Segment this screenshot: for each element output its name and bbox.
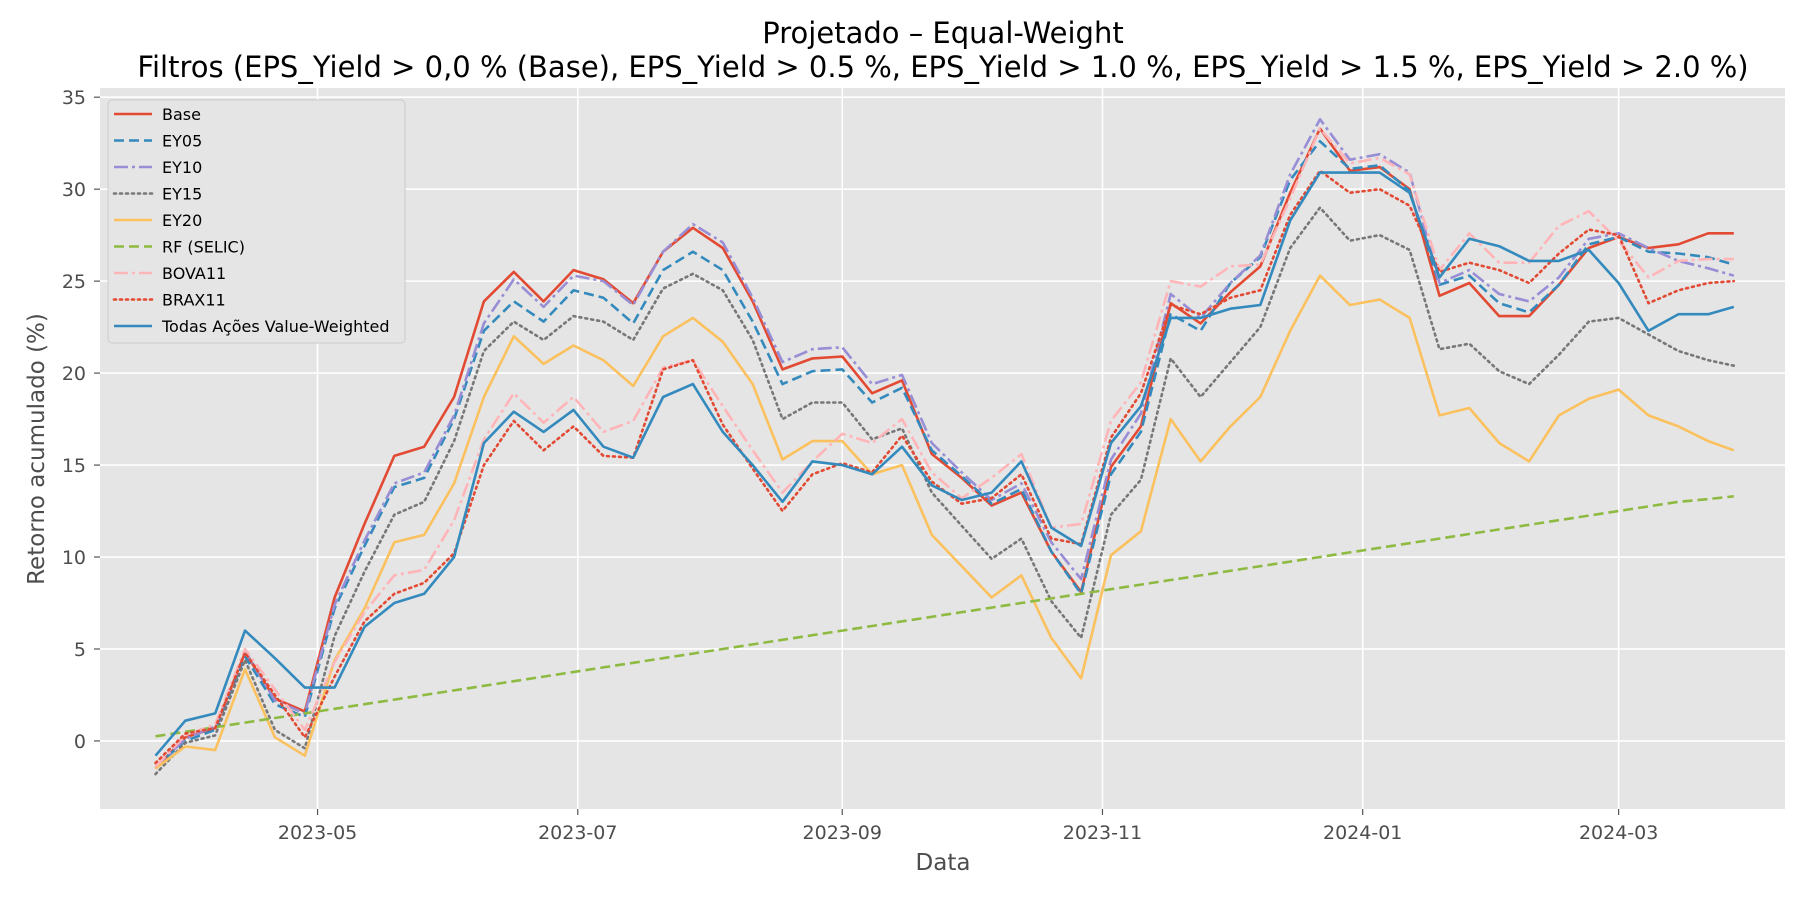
x-tick-label: 2023-11 <box>1063 822 1142 844</box>
x-tick-label: 2023-09 <box>803 822 882 844</box>
legend-label: Todas Ações Value-Weighted <box>161 317 390 336</box>
series-line-rf-selic <box>155 495 1734 738</box>
series-line-bova11 <box>154 127 1734 768</box>
y-tick-label: 35 <box>62 87 86 109</box>
x-tick-label: 2023-07 <box>538 822 617 844</box>
series-line-ey10 <box>154 118 1735 768</box>
y-tick-label: 5 <box>74 639 86 661</box>
y-tick-label: 20 <box>62 363 86 385</box>
y-tick-label: 0 <box>74 731 86 753</box>
legend-label: EY05 <box>162 132 202 151</box>
legend-box <box>107 99 406 344</box>
x-axis-label: Data <box>916 850 971 876</box>
x-axis-ticks: 2023-05 2023-07 2023-09 2023-11 2024-01 2024-… <box>278 809 1658 844</box>
y-axis-ticks: 0 5 10 15 20 25 30 35 <box>62 87 100 753</box>
legend-label: BOVA11 <box>162 264 226 283</box>
x-tick-label: 2024-01 <box>1323 822 1402 844</box>
series-line-ey05 <box>154 140 1735 768</box>
y-tick-label: 30 <box>62 179 86 201</box>
series-line-base <box>154 127 1734 770</box>
series-layer <box>154 118 1736 776</box>
y-axis-label: Retorno acumulado (%) <box>24 313 50 585</box>
legend-label: EY20 <box>162 211 202 230</box>
series-line-ey20 <box>154 274 1735 770</box>
x-tick-label: 2024-03 <box>1579 822 1658 844</box>
legend-label: BRAX11 <box>162 291 226 310</box>
legend-label: EY10 <box>162 158 202 177</box>
y-tick-label: 25 <box>62 271 86 293</box>
series-line-todas-a-es-value-weighted <box>154 171 1735 757</box>
x-tick-label: 2023-05 <box>278 822 357 844</box>
legend-label: RF (SELIC) <box>162 238 245 257</box>
legend-label: EY15 <box>162 185 202 204</box>
legend: Base EY05 EY10 EY15 EY20 RF (SELIC) BOVA11 BRAX… <box>107 99 406 344</box>
y-tick-label: 10 <box>62 547 86 569</box>
legend-label: Base <box>162 105 201 124</box>
chart-subtitle: Filtros (EPS_Yield > 0,0 % (Base), EPS_Y… <box>137 50 1748 84</box>
chart-title: Projetado – Equal-Weight <box>762 16 1123 50</box>
series-line-ey15 <box>154 206 1736 776</box>
y-tick-label: 15 <box>62 455 86 477</box>
